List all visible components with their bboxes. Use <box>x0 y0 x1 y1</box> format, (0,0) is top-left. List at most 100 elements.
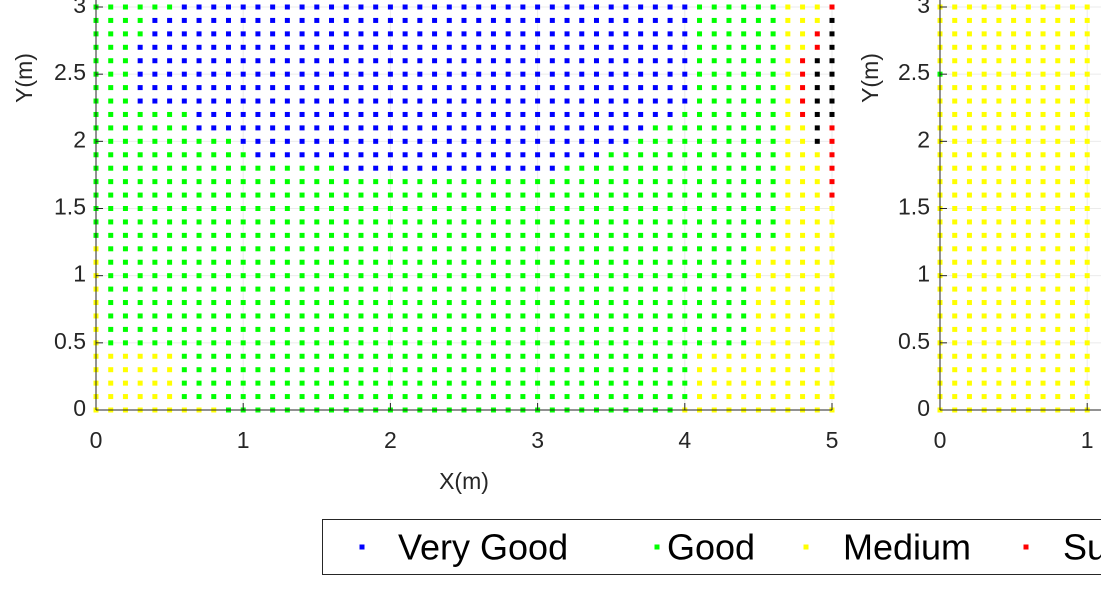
point <box>122 259 128 265</box>
point <box>996 44 1002 50</box>
point <box>593 380 599 386</box>
point <box>270 206 276 211</box>
point <box>505 85 511 91</box>
point <box>211 179 217 185</box>
point <box>461 17 467 23</box>
point <box>755 125 761 131</box>
point <box>726 394 732 400</box>
point <box>137 232 143 238</box>
point <box>181 71 187 77</box>
point <box>181 273 187 279</box>
point <box>755 380 761 386</box>
point <box>996 380 1002 386</box>
point <box>800 259 806 265</box>
point <box>461 219 467 225</box>
point <box>476 98 482 104</box>
point <box>1055 232 1061 238</box>
point <box>564 58 570 64</box>
point <box>966 138 972 144</box>
point <box>755 286 761 292</box>
point <box>314 259 320 265</box>
point <box>814 273 820 279</box>
point <box>608 219 614 225</box>
point <box>800 353 806 359</box>
point <box>711 219 717 225</box>
point <box>520 380 526 386</box>
point <box>373 152 379 158</box>
point <box>299 219 305 225</box>
point <box>579 125 585 131</box>
point <box>952 380 958 386</box>
point <box>996 326 1002 332</box>
point <box>314 44 320 50</box>
point <box>387 259 393 265</box>
point <box>461 313 467 319</box>
point <box>167 85 173 91</box>
point <box>358 340 364 346</box>
point <box>682 138 688 144</box>
point <box>1011 44 1017 50</box>
point <box>461 31 467 37</box>
legend-marker <box>654 544 660 550</box>
point <box>196 152 202 158</box>
point <box>755 152 761 158</box>
point <box>800 152 806 158</box>
point <box>211 259 217 265</box>
point <box>314 111 320 117</box>
point <box>108 246 114 252</box>
point <box>770 273 776 279</box>
point <box>343 85 349 91</box>
point <box>240 367 246 373</box>
point <box>726 206 732 211</box>
point <box>667 232 673 238</box>
point <box>225 313 231 319</box>
point <box>966 125 972 131</box>
point <box>329 58 335 64</box>
point <box>240 152 246 158</box>
point <box>270 246 276 252</box>
point <box>417 380 423 386</box>
point <box>829 206 835 211</box>
point <box>490 192 496 198</box>
point <box>299 380 305 386</box>
point <box>638 111 644 117</box>
point <box>785 246 791 252</box>
point <box>667 44 673 50</box>
point <box>682 313 688 319</box>
point <box>755 138 761 144</box>
point <box>343 71 349 77</box>
point <box>549 111 555 117</box>
point <box>108 125 114 131</box>
point <box>314 85 320 91</box>
point <box>299 286 305 292</box>
point <box>432 71 438 77</box>
point <box>608 44 614 50</box>
point <box>981 259 987 265</box>
point <box>373 98 379 104</box>
point <box>1084 313 1090 319</box>
point <box>952 394 958 400</box>
point <box>270 300 276 306</box>
point <box>549 246 555 252</box>
point <box>122 313 128 319</box>
x-tick-label: 5 <box>826 427 839 453</box>
point <box>755 300 761 306</box>
point <box>1069 246 1075 252</box>
point <box>490 206 496 211</box>
point <box>122 152 128 158</box>
point <box>373 394 379 400</box>
point <box>490 111 496 117</box>
point <box>520 394 526 400</box>
point <box>1055 353 1061 359</box>
point <box>329 300 335 306</box>
point <box>181 179 187 185</box>
point <box>225 219 231 225</box>
point <box>270 219 276 225</box>
point <box>697 138 703 144</box>
point <box>402 165 408 171</box>
point <box>814 31 820 37</box>
point <box>814 246 820 252</box>
point <box>358 4 364 10</box>
point <box>697 111 703 117</box>
point <box>358 219 364 225</box>
